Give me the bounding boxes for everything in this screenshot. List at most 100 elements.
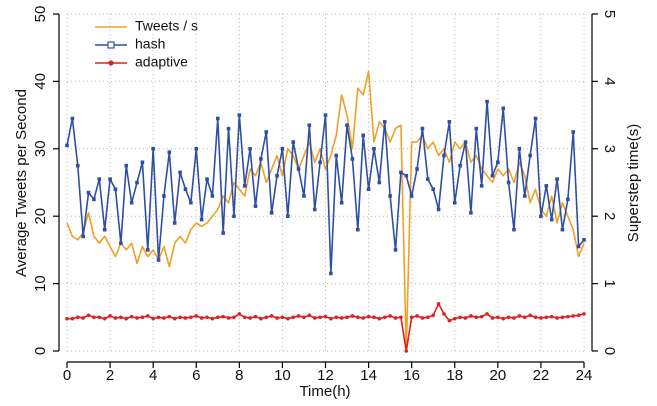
point	[382, 315, 387, 320]
point	[571, 314, 576, 318]
point	[113, 316, 118, 320]
point	[70, 116, 75, 121]
point	[242, 184, 247, 188]
y2-tick-label: 1	[601, 279, 618, 287]
point	[237, 113, 242, 117]
point	[129, 200, 134, 205]
point	[302, 315, 306, 320]
point	[463, 316, 468, 320]
point	[199, 217, 204, 222]
point	[232, 214, 236, 218]
point	[350, 157, 355, 161]
point	[248, 147, 252, 151]
point	[291, 140, 295, 144]
point	[113, 187, 118, 192]
point	[92, 197, 96, 202]
point	[307, 123, 312, 128]
point	[409, 194, 414, 198]
point	[280, 147, 285, 151]
point	[140, 315, 145, 320]
x-tick-label: 0	[63, 367, 71, 384]
y2-axis-title: Superstep time(s)	[625, 124, 642, 242]
point	[431, 187, 436, 192]
point	[275, 316, 279, 320]
point	[264, 130, 269, 134]
point	[124, 316, 129, 321]
point	[221, 231, 225, 235]
legend-label: Tweets / s	[135, 18, 198, 34]
point	[215, 315, 220, 320]
point	[361, 133, 365, 138]
point	[463, 140, 468, 144]
point	[108, 177, 112, 181]
point	[86, 190, 91, 195]
point	[479, 184, 484, 188]
point	[522, 194, 527, 198]
point	[544, 315, 549, 320]
series-line	[66, 100, 585, 275]
point	[286, 214, 290, 218]
point	[485, 99, 489, 104]
point	[447, 120, 452, 124]
point	[404, 349, 409, 353]
legend-label: adaptive	[135, 54, 188, 70]
point	[490, 316, 495, 320]
point	[479, 314, 484, 319]
y2-tick-label: 5	[601, 10, 618, 18]
point	[458, 163, 462, 168]
x-tick-label: 14	[360, 367, 377, 384]
point	[549, 314, 554, 319]
point	[92, 315, 96, 320]
point	[436, 302, 441, 306]
point	[474, 126, 479, 131]
y-tick-label: 10	[32, 275, 49, 292]
x-tick-label: 16	[403, 367, 420, 384]
point	[571, 130, 576, 134]
point	[151, 147, 155, 151]
y2-tick-label: 2	[601, 212, 618, 220]
point	[431, 313, 436, 318]
point	[404, 173, 409, 178]
point	[496, 160, 500, 165]
legend-marker	[108, 60, 114, 66]
point	[522, 315, 527, 320]
point	[501, 316, 506, 321]
point	[345, 123, 349, 128]
y2-tick-label: 3	[601, 145, 618, 153]
point	[356, 315, 360, 320]
x-tick-label: 10	[274, 367, 291, 384]
x-tick-label: 22	[533, 367, 550, 384]
point	[264, 315, 269, 320]
point	[399, 170, 403, 175]
point	[377, 180, 382, 185]
point	[312, 207, 317, 212]
point	[145, 314, 150, 318]
point	[97, 315, 102, 320]
point	[189, 200, 193, 205]
point	[108, 314, 112, 318]
series-line	[66, 70, 585, 352]
point	[318, 315, 322, 320]
point	[183, 187, 188, 192]
point	[372, 147, 376, 151]
legend-label: hash	[135, 36, 165, 52]
point	[334, 153, 339, 158]
point	[377, 316, 382, 321]
point	[65, 143, 69, 148]
x-tick-label: 6	[192, 367, 200, 384]
point	[393, 316, 398, 320]
point	[388, 314, 392, 318]
point	[156, 258, 161, 262]
y2-tick-label: 4	[601, 77, 618, 85]
point	[296, 314, 301, 318]
y-tick-label: 30	[32, 140, 49, 157]
point	[528, 313, 532, 318]
point	[393, 248, 398, 252]
point	[65, 316, 69, 321]
point	[210, 194, 215, 198]
point	[156, 315, 161, 320]
point	[399, 315, 403, 320]
point	[194, 147, 199, 151]
point	[442, 153, 446, 158]
point	[566, 314, 570, 319]
